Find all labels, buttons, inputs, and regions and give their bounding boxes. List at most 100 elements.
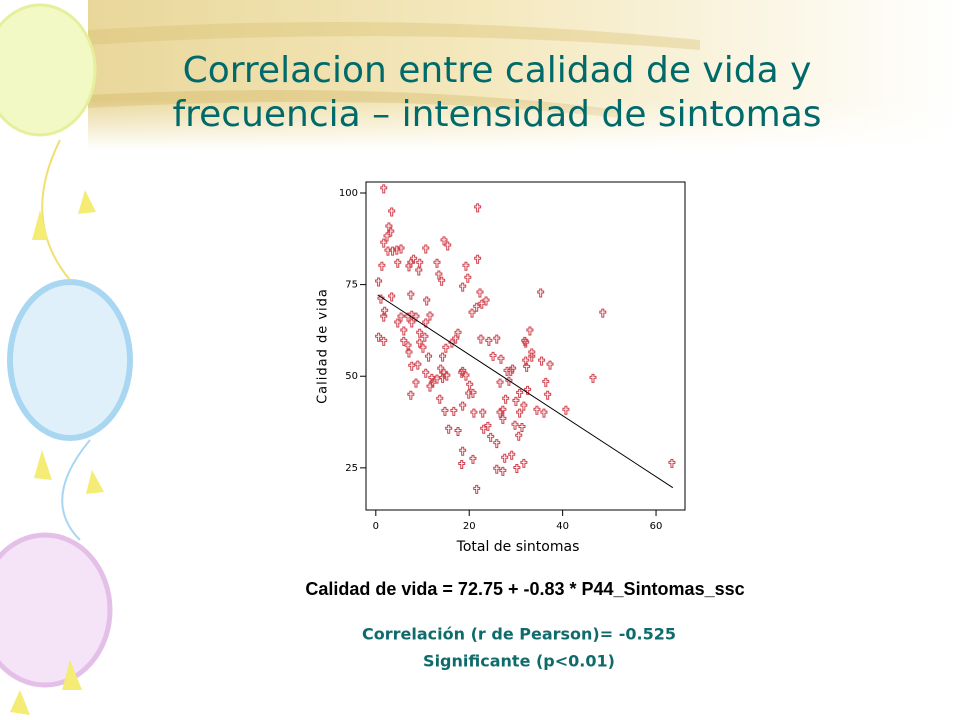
point	[415, 266, 423, 276]
point	[509, 364, 517, 374]
banner-fade	[88, 100, 960, 150]
point	[388, 207, 396, 217]
x-tick-label: 0	[373, 521, 379, 532]
point	[473, 302, 481, 312]
x-tick-label: 20	[463, 521, 476, 532]
point	[501, 453, 509, 463]
point	[397, 244, 405, 254]
point	[515, 431, 523, 441]
point	[544, 390, 552, 400]
point	[476, 288, 484, 298]
point	[400, 326, 408, 336]
balloons	[0, 3, 133, 715]
point	[466, 380, 474, 390]
point	[511, 420, 519, 430]
point	[493, 439, 501, 449]
point	[459, 366, 467, 376]
point	[408, 361, 416, 371]
point	[375, 277, 383, 287]
point	[474, 203, 482, 213]
point	[416, 328, 424, 338]
point	[381, 306, 389, 316]
point	[388, 292, 396, 302]
point	[474, 254, 482, 264]
point	[512, 396, 520, 406]
point	[482, 296, 490, 306]
point	[459, 282, 467, 292]
point	[540, 408, 548, 418]
point	[440, 236, 448, 246]
point	[458, 459, 466, 469]
point	[522, 338, 530, 348]
point	[668, 458, 676, 468]
fit-line	[377, 294, 674, 489]
point	[489, 351, 497, 361]
point	[436, 394, 444, 404]
point	[458, 368, 466, 378]
point	[496, 408, 504, 418]
point	[412, 312, 420, 322]
point	[438, 276, 446, 286]
point	[484, 421, 492, 431]
point	[400, 336, 408, 346]
point	[394, 258, 402, 268]
point	[499, 414, 507, 424]
equation: Calidad de vida = 72.75 + -0.83 * P44_Si…	[305, 579, 744, 599]
correlation-note: Correlación (r de Pearson)= -0.525	[362, 625, 676, 644]
point	[404, 341, 412, 351]
title-line: frecuencia – intensidad de sintomas	[172, 94, 821, 135]
point	[473, 484, 481, 494]
point	[485, 336, 493, 346]
point	[599, 308, 607, 318]
x-tick-label: 40	[556, 521, 569, 532]
y-tick-label: 75	[345, 280, 358, 291]
point	[394, 318, 402, 328]
point	[505, 376, 513, 386]
point	[502, 394, 510, 404]
point	[462, 261, 470, 271]
point	[422, 368, 430, 378]
point	[380, 312, 388, 322]
title-line: Correlacion entre calidad de vida y	[183, 50, 812, 91]
point	[497, 354, 505, 364]
point	[499, 466, 507, 476]
point	[433, 258, 441, 268]
point	[423, 296, 431, 306]
point	[416, 258, 424, 268]
point	[523, 362, 531, 372]
point	[470, 408, 478, 418]
point	[516, 388, 524, 398]
point	[477, 334, 485, 344]
point	[440, 368, 448, 378]
point	[542, 377, 550, 387]
point	[533, 405, 541, 415]
point	[441, 406, 449, 416]
point	[528, 352, 536, 362]
banner-streak	[88, 90, 620, 118]
point	[414, 360, 422, 370]
point	[450, 406, 458, 416]
plot-frame	[365, 181, 686, 511]
point	[469, 388, 477, 398]
point	[433, 374, 441, 384]
point	[380, 336, 388, 346]
point	[589, 373, 597, 383]
point	[444, 241, 452, 251]
x-tick-label: 60	[650, 521, 663, 532]
point	[443, 371, 451, 381]
point	[459, 401, 467, 411]
point	[442, 343, 450, 353]
point	[380, 238, 388, 248]
point	[503, 366, 511, 376]
point	[468, 308, 476, 318]
point	[487, 432, 495, 442]
point	[421, 332, 429, 342]
point	[493, 464, 501, 474]
point	[480, 424, 488, 434]
point	[439, 352, 447, 362]
point	[454, 328, 462, 338]
point	[416, 338, 424, 348]
banner-streak	[88, 22, 700, 50]
point	[385, 222, 393, 232]
point	[407, 390, 415, 400]
